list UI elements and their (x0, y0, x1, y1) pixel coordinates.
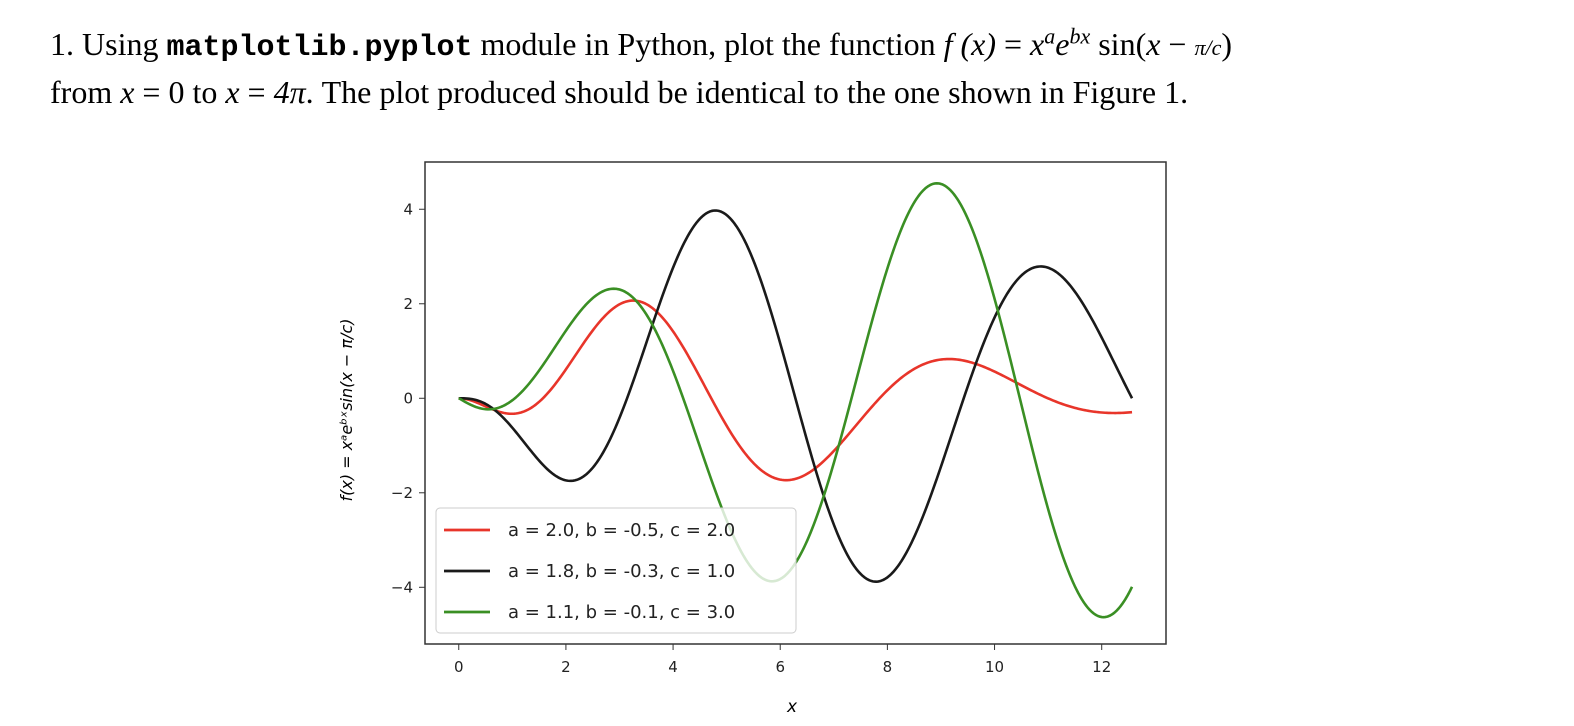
question-pre: Using (82, 26, 159, 62)
y-tick-label: 2 (403, 295, 413, 313)
legend-box (435, 507, 797, 634)
from-word: from (50, 74, 113, 110)
func-eq: = (996, 26, 1031, 62)
y-tick-label: 0 (403, 389, 413, 407)
to-eq: = (239, 74, 274, 110)
question-text: 1. Using matplotlib.pyplot module in Pyt… (50, 22, 1530, 114)
x-axis-label: x (786, 697, 798, 717)
four-pi: 4π (273, 74, 306, 110)
func-x: x (1030, 26, 1045, 62)
question-number: 1. (50, 26, 74, 62)
plot-frame (424, 161, 1167, 645)
x-tick-label: 2 (561, 658, 571, 676)
func-minus: − (1160, 26, 1195, 62)
y-tick-label: 4 (403, 200, 413, 218)
legend-label-2: a = 1.8, b = -0.3, c = 1.0 (508, 561, 735, 582)
x-tick-label: 4 (668, 658, 678, 676)
question-line-2: from x = 0 to x = 4π. The plot produced … (50, 70, 1530, 114)
func-sin-x: x (1146, 26, 1161, 62)
x-tick-label: 12 (1092, 658, 1111, 676)
module-name: matplotlib.pyplot (166, 31, 473, 65)
from-x: x (120, 74, 135, 110)
func-bx: bx (1069, 23, 1091, 49)
func-close: ) (1221, 26, 1233, 62)
legend: a = 2.0, b = -0.5, c = 2.0 a = 1.8, b = -… (435, 507, 797, 634)
from-eq: = 0 to (134, 74, 226, 110)
y-axis-label: f(x) = xᵃeᵇˣsin(x − π/c) (337, 319, 356, 502)
to-x: x (225, 74, 240, 110)
question-line-1: 1. Using matplotlib.pyplot module in Pyt… (50, 22, 1530, 70)
x-tick-label: 6 (775, 658, 785, 676)
series-line-2 (458, 209, 1134, 583)
func-pi-c: π/c (1194, 35, 1222, 60)
y-tick-label: −4 (391, 578, 413, 596)
x-tick-label: 8 (883, 658, 893, 676)
func-e: e (1055, 26, 1070, 62)
x-ticks: 0 2 4 6 8 10 12 (454, 644, 1111, 676)
question-rest: . The plot produced should be identical … (305, 74, 1189, 110)
func-sin: sin( (1090, 26, 1147, 62)
y-ticks: 4 2 0 −2 −4 (391, 200, 425, 596)
func-lhs: f (x) (943, 26, 996, 62)
x-tick-label: 10 (985, 658, 1004, 676)
legend-label-1: a = 2.0, b = -0.5, c = 2.0 (508, 520, 735, 541)
x-tick-label: 0 (454, 658, 464, 676)
func-a: a (1044, 23, 1056, 49)
series-line-1 (458, 299, 1133, 482)
legend-label-3: a = 1.1, b = -0.1, c = 3.0 (508, 602, 735, 623)
question-mid: module in Python, plot the function (480, 26, 936, 62)
y-tick-label: −2 (391, 484, 413, 502)
